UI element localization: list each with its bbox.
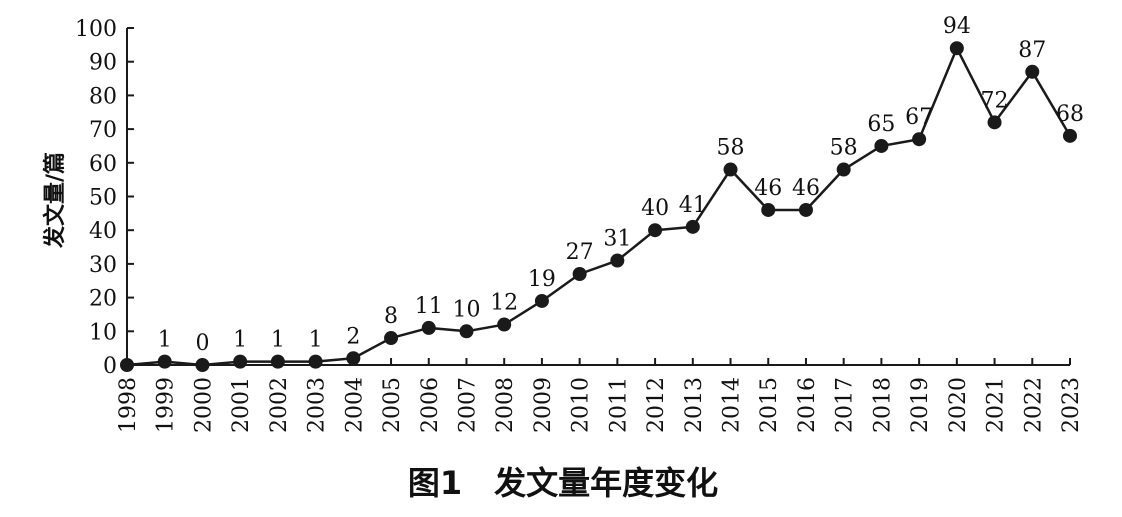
- data-point: [685, 219, 700, 234]
- series-line: [126, 46, 1072, 367]
- x-tick-label: 2005: [380, 377, 405, 433]
- x-tick-label: 1999: [154, 377, 179, 433]
- data-label: 19: [528, 267, 556, 292]
- y-tick-label: 60: [89, 152, 117, 177]
- x-axis: 1998 1999 2000 2001 2002 2003 2004 2005 2006 2007…: [116, 358, 1084, 433]
- y-tick-label: 40: [89, 219, 117, 244]
- data-label: 72: [981, 88, 1009, 113]
- x-tick-label: 2006: [418, 377, 443, 433]
- data-point: [836, 162, 851, 177]
- x-tick-label: 2001: [229, 377, 254, 433]
- x-tick-label: 2009: [531, 377, 556, 433]
- x-tick-label: 2012: [644, 377, 669, 433]
- data-point: [1063, 128, 1077, 143]
- y-tick-label: 50: [89, 186, 117, 211]
- x-tick-label: 2007: [455, 377, 480, 433]
- data-label: 12: [490, 291, 518, 316]
- data-label: 41: [679, 193, 707, 218]
- data-point: [120, 358, 134, 372]
- chart-title: 图1 发文量年度变化: [408, 464, 718, 502]
- data-label: 65: [867, 112, 895, 137]
- data-point: [384, 331, 399, 346]
- x-tick-label: 2021: [984, 377, 1009, 433]
- data-point: [723, 162, 738, 177]
- data-point: [1025, 64, 1040, 79]
- x-tick-label: 2008: [493, 377, 518, 433]
- data-label: 94: [943, 14, 971, 39]
- data-label: 46: [792, 176, 820, 201]
- x-tick-label: 2015: [757, 377, 782, 433]
- data-label: 27: [566, 240, 594, 265]
- data-point: [949, 41, 964, 56]
- data-label: 67: [905, 105, 933, 130]
- y-tick-label: 90: [89, 51, 117, 76]
- data-point: [534, 293, 549, 308]
- y-tick-label: 80: [89, 84, 117, 109]
- x-tick-label: 2010: [569, 377, 594, 433]
- x-tick-label: 2000: [191, 377, 216, 433]
- data-label: 46: [754, 176, 782, 201]
- y-tick-label: 30: [89, 253, 117, 278]
- data-point: [421, 320, 436, 335]
- x-tick-label: 2011: [606, 377, 631, 433]
- data-point: [987, 115, 1002, 130]
- data-label: 87: [1018, 38, 1046, 63]
- data-point: [157, 354, 172, 369]
- data-label: 10: [452, 297, 480, 322]
- data-point: [761, 202, 776, 217]
- data-label: 2: [346, 324, 360, 349]
- y-axis-label: 发文量/篇: [42, 152, 68, 249]
- data-point: [874, 138, 889, 153]
- data-point: [346, 351, 361, 366]
- data-label: 40: [641, 196, 669, 221]
- data-label: 1: [309, 328, 323, 353]
- y-tick-label: 0: [103, 354, 117, 379]
- x-tick-label: 2019: [908, 377, 933, 433]
- y-tick-label: 10: [89, 320, 117, 345]
- x-tick-label: 2003: [305, 377, 330, 433]
- data-label: 11: [415, 294, 443, 319]
- x-tick-label: 2018: [870, 377, 895, 433]
- data-point: [798, 202, 813, 217]
- x-tick-label: 2002: [267, 377, 292, 433]
- x-tick-label: 2013: [682, 377, 707, 433]
- x-tick-label: 2023: [1059, 377, 1084, 433]
- y-tick-label: 100: [75, 17, 117, 42]
- data-point: [459, 324, 474, 339]
- data-point: [195, 358, 210, 372]
- data-label: 58: [830, 136, 858, 161]
- data-point: [270, 354, 285, 369]
- data-point: [572, 267, 587, 282]
- data-label: 31: [603, 227, 631, 252]
- x-tick-label: 2016: [795, 377, 820, 433]
- data-label: 0: [195, 331, 209, 356]
- data-point: [912, 132, 927, 147]
- x-tick-label: 2020: [946, 377, 971, 433]
- data-point: [648, 223, 663, 238]
- data-label: 68: [1056, 102, 1084, 127]
- data-point: [308, 354, 323, 369]
- data-label: 1: [271, 328, 285, 353]
- data-label: 1: [158, 328, 172, 353]
- data-point: [497, 317, 512, 332]
- x-tick-label: 2004: [342, 377, 367, 433]
- y-tick-label: 70: [89, 118, 117, 143]
- data-label: 8: [384, 304, 398, 329]
- y-axis: 0 10 20 30 40 50 60 70 80 90 100: [75, 17, 134, 379]
- data-point: [610, 253, 625, 268]
- x-tick-label: 2017: [833, 377, 858, 433]
- data-label: 1: [233, 328, 247, 353]
- data-point: [233, 354, 248, 369]
- data-label: 58: [717, 136, 745, 161]
- x-tick-label: 1998: [116, 377, 141, 433]
- y-tick-label: 20: [89, 287, 117, 312]
- x-tick-label: 2022: [1021, 377, 1046, 433]
- x-tick-label: 2014: [720, 377, 745, 433]
